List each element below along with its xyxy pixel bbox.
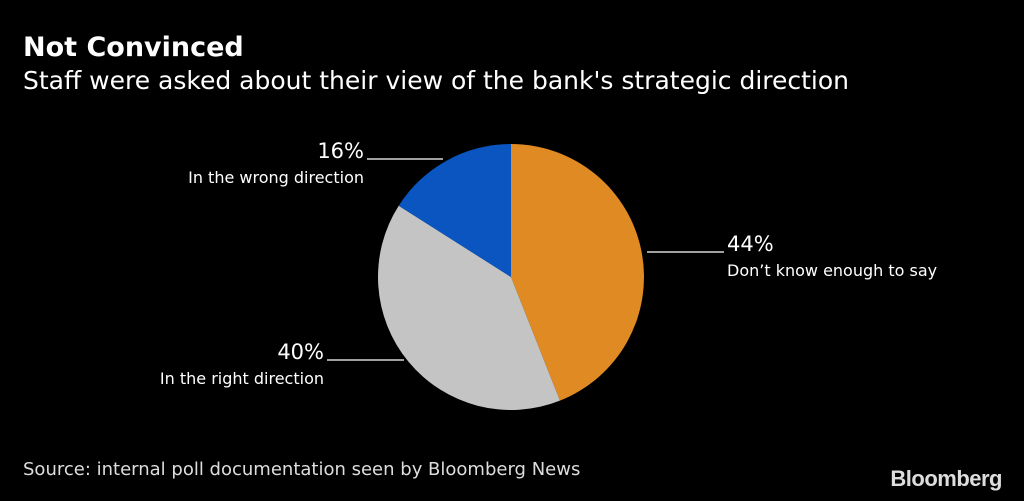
pie-slice [398,144,511,277]
pie-slice [511,144,645,401]
slice-category-label: In the wrong direction [188,168,364,187]
slice-value-label: 44% [727,232,774,256]
chart-title: Not Convinced [23,32,244,63]
chart-subtitle: Staff were asked about their view of the… [23,66,850,95]
slice-value-label: 40% [277,340,324,364]
slice-category-label: In the right direction [160,369,324,388]
slice-category-label: Don’t know enough to say [727,261,937,280]
source-note: Source: internal poll documentation seen… [23,459,581,480]
pie-slice [377,205,560,411]
bloomberg-logo: Bloomberg [890,466,1002,491]
slice-value-label: 16% [317,139,364,163]
